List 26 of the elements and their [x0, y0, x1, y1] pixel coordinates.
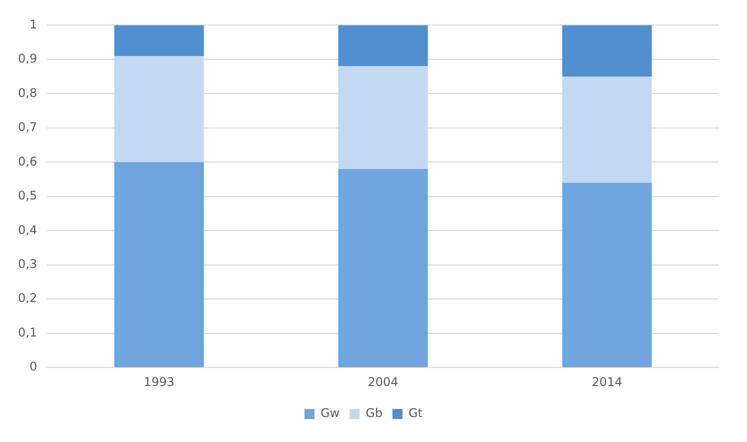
y-tick-label: 0,3 — [18, 257, 38, 272]
bar — [114, 25, 204, 56]
y-tick-label: 0,7 — [18, 120, 38, 134]
y-tick-label: 0,6 — [18, 154, 38, 168]
bar — [338, 169, 428, 368]
legend-label: Gt — [408, 406, 423, 420]
y-tick-label: 0,5 — [18, 188, 38, 203]
y-tick-label: 0 — [29, 360, 38, 374]
y-tick-label: 0,4 — [18, 222, 38, 237]
bar — [114, 162, 204, 368]
bar — [562, 76, 652, 183]
y-tick-label: 0,9 — [18, 52, 38, 66]
bar — [114, 56, 204, 162]
legend-label: Gw — [320, 406, 340, 420]
bar — [562, 25, 652, 77]
y-tick-label: 0,1 — [18, 325, 38, 340]
bar — [562, 182, 652, 368]
x-tick-label: 2014 — [592, 374, 622, 389]
legend-label: Gb — [366, 406, 383, 420]
y-tick-label: 0,8 — [18, 86, 38, 100]
x-tick-label: 1993 — [144, 374, 174, 389]
bar — [338, 25, 428, 66]
bar — [338, 66, 428, 170]
x-tick-label: 2004 — [368, 374, 398, 389]
y-tick-label: 1 — [29, 17, 38, 32]
y-tick-label: 0,2 — [18, 291, 38, 306]
